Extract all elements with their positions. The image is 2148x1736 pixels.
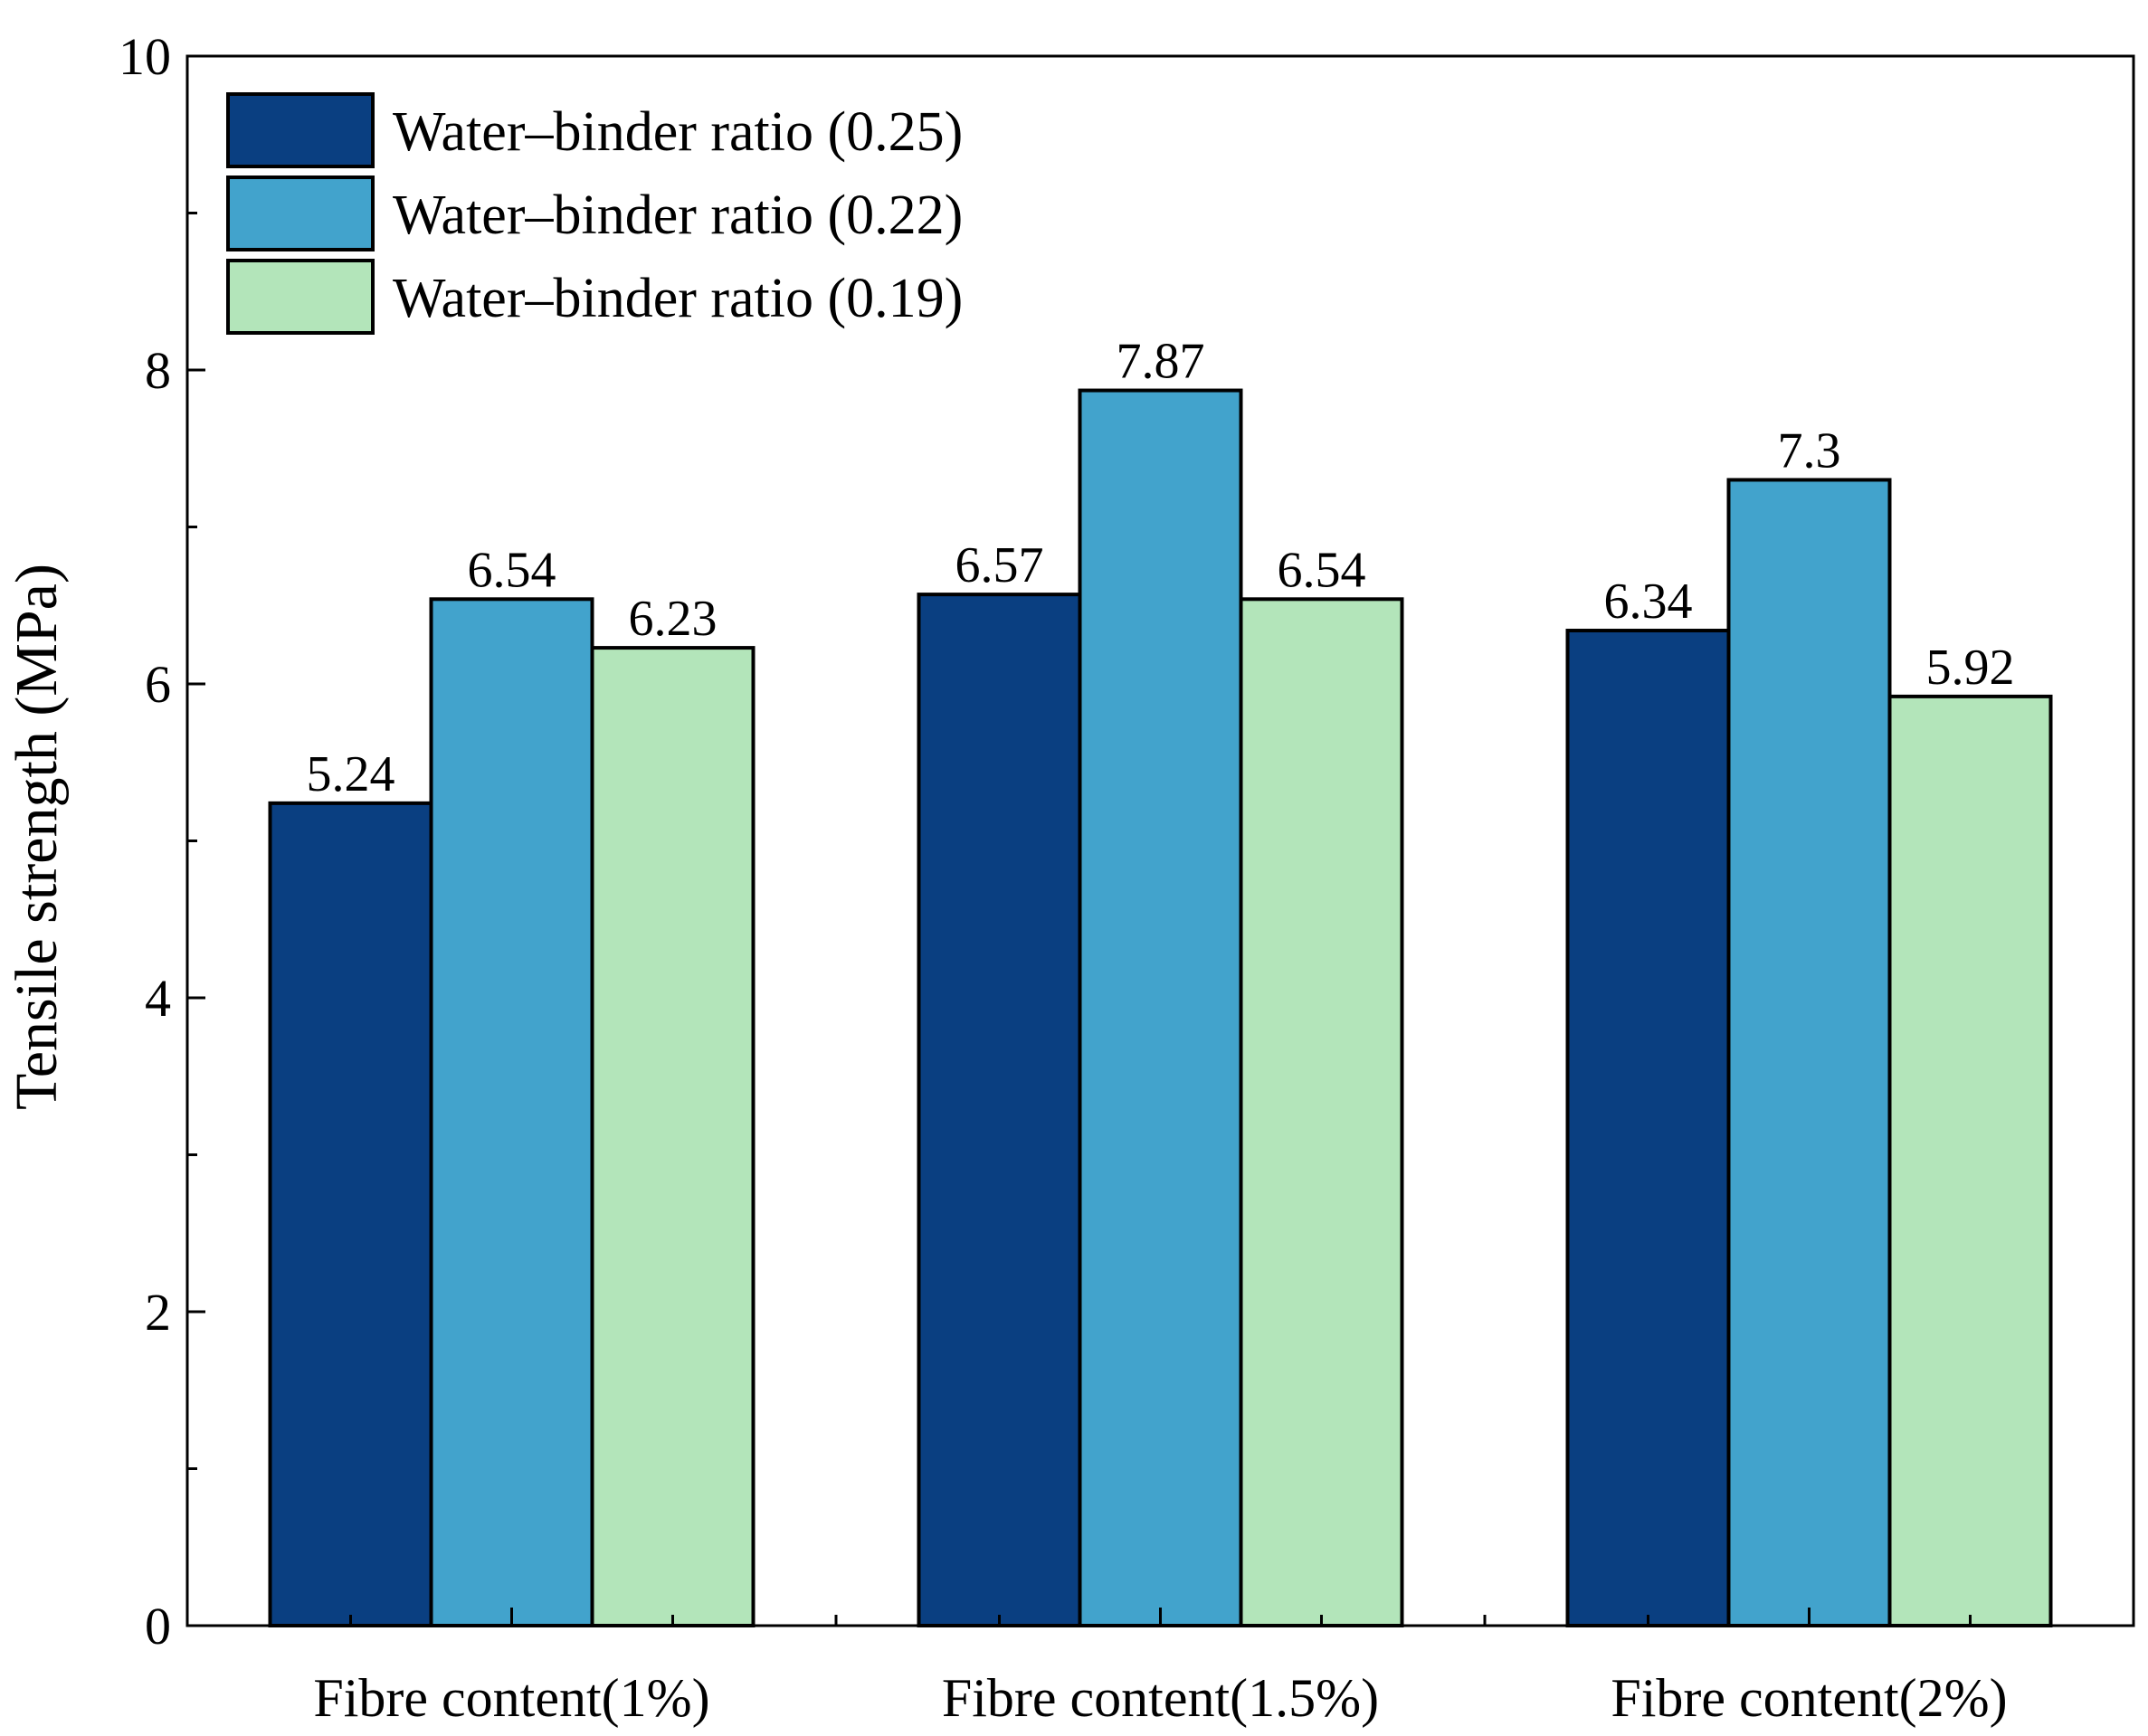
bar-value-label: 6.34 bbox=[1604, 574, 1693, 630]
bar bbox=[1565, 629, 1731, 1627]
legend-label: Water–binder ratio (0.19) bbox=[393, 268, 963, 329]
bar-value-label: 7.3 bbox=[1778, 422, 1841, 479]
bars-group bbox=[268, 388, 2053, 1628]
x-category-label: Fibre content(1.5%) bbox=[942, 1668, 1379, 1728]
bar bbox=[1239, 597, 1404, 1627]
y-tick-label: 2 bbox=[145, 1283, 171, 1342]
bar-value-label: 5.24 bbox=[307, 746, 395, 802]
y-tick-label: 6 bbox=[145, 655, 171, 714]
bar-value-label: 7.87 bbox=[1117, 334, 1205, 390]
bar bbox=[429, 597, 594, 1627]
y-tick-label: 0 bbox=[145, 1597, 171, 1655]
legend-swatch bbox=[226, 175, 375, 251]
bar-value-label: 6.57 bbox=[955, 537, 1044, 593]
x-axis-ticks: Fibre content(1%) Fibre content(1.5%) Fibr… bbox=[313, 1608, 2008, 1728]
data-labels-group: 5.24 6.54 6.23 6.57 7.87 6.54 6.34 7.3 5.92 bbox=[307, 334, 2015, 802]
legend-label: Water–binder ratio (0.25) bbox=[393, 101, 963, 163]
x-category-label: Fibre content(1%) bbox=[313, 1668, 709, 1728]
y-tick-label: 4 bbox=[145, 969, 171, 1028]
bar bbox=[1887, 694, 2053, 1627]
bar bbox=[917, 593, 1082, 1627]
bar bbox=[590, 646, 756, 1627]
y-axis-ticks: 0 2 4 6 8 10 bbox=[119, 27, 205, 1655]
bar-value-label: 6.23 bbox=[629, 591, 718, 647]
bar bbox=[1726, 478, 1892, 1628]
bar-value-label: 5.92 bbox=[1926, 640, 2015, 696]
y-tick-label: 8 bbox=[145, 341, 171, 400]
x-category-label: Fibre content(2%) bbox=[1611, 1668, 2007, 1728]
y-tick-label: 10 bbox=[119, 27, 171, 86]
bar-value-label: 6.54 bbox=[1278, 542, 1366, 598]
bar bbox=[1078, 388, 1243, 1627]
y-axis-label: Tensile strength (MPa) bbox=[4, 564, 70, 1110]
legend-label: Water–binder ratio (0.22) bbox=[393, 185, 963, 246]
bar-value-label: 6.54 bbox=[468, 542, 556, 598]
legend-swatch bbox=[226, 259, 375, 335]
legend-swatch bbox=[226, 92, 375, 168]
bar bbox=[268, 801, 433, 1627]
legend: Water–binder ratio (0.25) Water–binder ra… bbox=[226, 92, 963, 335]
